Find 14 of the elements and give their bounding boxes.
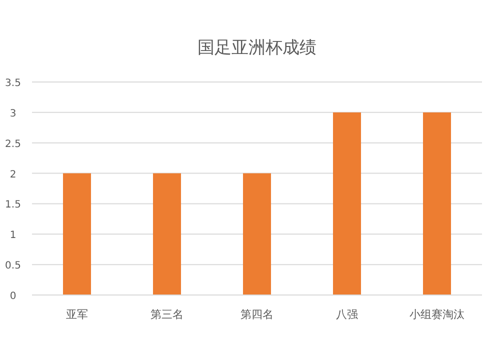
- y-tick-label: 1: [10, 230, 16, 242]
- x-tick-label: 八强: [336, 308, 358, 321]
- x-tick-label: 亚军: [66, 308, 88, 321]
- chart-title: 国足亚洲杯成绩: [198, 38, 316, 58]
- y-tick-label: 1.5: [5, 200, 21, 211]
- x-tick-label: 第三名: [150, 308, 184, 321]
- y-tick-label: 0.5: [5, 260, 21, 272]
- y-tick-label: 3.5: [5, 78, 21, 89]
- y-tick-label: 0: [10, 291, 16, 302]
- x-tick-label: 小组赛淘汰: [410, 308, 464, 321]
- y-tick-label: 3: [10, 108, 16, 120]
- y-tick-label: 2.5: [5, 138, 21, 150]
- x-tick-label: 第四名: [240, 308, 274, 321]
- y-tick-label: 2: [10, 169, 16, 180]
